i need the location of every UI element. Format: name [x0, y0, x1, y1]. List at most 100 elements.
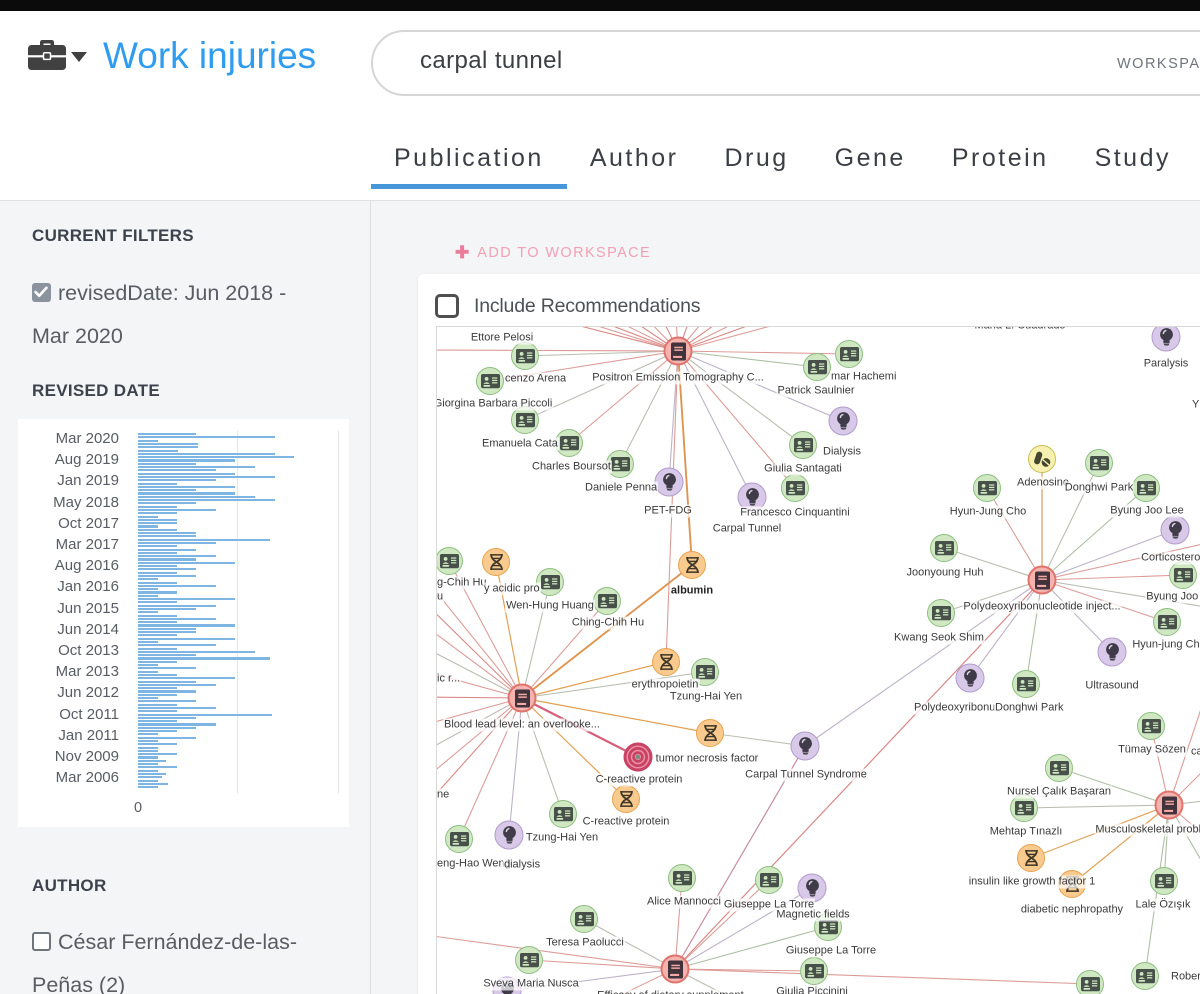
graph-node-author[interactable] — [1045, 754, 1073, 782]
graph-node-gene[interactable] — [678, 551, 706, 579]
filter-checkbox-checked[interactable] — [32, 283, 51, 302]
graph-node-author[interactable] — [511, 406, 539, 434]
histogram-bar — [138, 581, 177, 584]
tab-drug[interactable]: Drug — [724, 144, 789, 172]
histogram-bar — [138, 541, 216, 545]
graph-node-gene[interactable] — [482, 548, 510, 576]
graph-node-concept[interactable] — [494, 820, 524, 850]
graph-node-pub[interactable] — [507, 683, 537, 713]
graph-edge — [1023, 804, 1170, 809]
workspace-scope-label[interactable]: WORKSPACE — [1117, 56, 1200, 72]
graph-node-gene[interactable] — [1017, 844, 1045, 872]
search-input[interactable] — [420, 47, 1020, 75]
graph-node-author[interactable] — [755, 866, 783, 894]
graph-node-concept[interactable] — [1151, 327, 1181, 352]
histogram-bar — [138, 736, 196, 739]
histogram-bar — [138, 528, 177, 531]
revised-date-histogram[interactable]: 0 Mar 2020 Aug 2019 Jan 2019 May 2018 Oct 20… — [18, 419, 349, 827]
graph-node-concept[interactable] — [654, 467, 684, 497]
add-to-workspace-button[interactable]: ✚ ADD TO WORKSPACE — [455, 243, 651, 263]
workspace-title[interactable]: Work injuries — [103, 35, 317, 76]
histogram-bar — [138, 697, 158, 700]
address-card-icon — [480, 373, 500, 388]
graph-node-label: Ultrasound — [1084, 679, 1140, 693]
graph-node-concept[interactable] — [828, 406, 858, 436]
graph-node-author[interactable] — [445, 825, 473, 853]
active-filter-item[interactable]: revisedDate: Jun 2018 - Mar 2020 — [32, 272, 324, 358]
graph-node-author[interactable] — [511, 342, 539, 370]
graph-node-author[interactable] — [1132, 474, 1160, 502]
graph-node-concept[interactable] — [790, 731, 820, 761]
graph-node-gene[interactable] — [652, 648, 680, 676]
histogram-tick-label: Oct 2017 — [58, 514, 119, 532]
graph-node-author[interactable] — [549, 800, 577, 828]
tab-protein[interactable]: Protein — [951, 144, 1049, 172]
graph-node-gene[interactable] — [696, 719, 724, 747]
histogram-bar — [138, 561, 235, 564]
graph-node-gene[interactable] — [612, 785, 640, 813]
histogram-tick-label: Jan 2019 — [57, 472, 119, 490]
graph-node-pub[interactable] — [1154, 790, 1184, 820]
graph-node-label: Lale Özışık — [1134, 898, 1192, 912]
book-icon — [667, 960, 683, 978]
graph-node-author[interactable] — [835, 340, 863, 368]
graph-node-label: Maria L. Cuadrado — [973, 327, 1067, 333]
graph-node-pub[interactable] — [1027, 565, 1057, 595]
graph-edge — [528, 959, 676, 970]
graph-node-pub[interactable] — [660, 954, 690, 984]
graph-node-author[interactable] — [1085, 449, 1113, 477]
briefcase-icon[interactable] — [28, 38, 66, 70]
graph-node-author[interactable] — [437, 547, 463, 575]
graph-node-author[interactable] — [515, 946, 543, 974]
knowledge-graph-canvas[interactable]: Ettore Pelosi cenzo Arena Giorgina Barbara… — [436, 326, 1200, 994]
histogram-bar — [138, 680, 196, 683]
author-checkbox-unchecked[interactable] — [32, 932, 51, 951]
graph-node-author[interactable] — [570, 905, 598, 933]
tab-study[interactable]: Study — [1094, 144, 1171, 172]
histogram-bar — [138, 466, 255, 469]
graph-node-author[interactable] — [1169, 561, 1197, 589]
graph-node-author[interactable] — [1076, 970, 1104, 994]
graph-node-author[interactable] — [593, 587, 621, 615]
graph-node-author[interactable] — [789, 431, 817, 459]
graph-node-author[interactable] — [1012, 670, 1040, 698]
address-card-icon — [818, 919, 838, 934]
graph-node-label: Emanuela Cata — [481, 437, 559, 451]
histogram-bar — [138, 677, 235, 680]
graph-node-label: Tümay Sözen — [1117, 743, 1187, 757]
author-filter-label: César Fernández-de-las-Peñas (2) — [32, 930, 297, 994]
graph-node-concept[interactable] — [797, 873, 827, 903]
graph-node-author[interactable] — [668, 864, 696, 892]
histogram-bar — [138, 690, 196, 693]
graph-node-author[interactable] — [781, 474, 809, 502]
tab-publication[interactable]: Publication — [371, 133, 567, 189]
graph-node-author[interactable] — [973, 474, 1001, 502]
graph-node-author[interactable] — [1150, 867, 1178, 895]
graph-node-target[interactable] — [623, 742, 653, 772]
graph-node-label: Giuseppe La Torre — [722, 898, 816, 912]
histogram-bar — [138, 502, 196, 505]
graph-node-author[interactable] — [555, 429, 583, 457]
address-card-icon — [574, 911, 594, 926]
graph-node-author[interactable] — [800, 957, 828, 985]
graph-node-author[interactable] — [927, 599, 955, 627]
graph-edge — [674, 879, 770, 970]
graph-node-author[interactable] — [803, 353, 831, 381]
graph-node-concept[interactable] — [1160, 515, 1190, 545]
author-filter-item[interactable]: César Fernández-de-las-Peñas (2) — [32, 921, 324, 994]
graph-node-author[interactable] — [476, 367, 504, 395]
graph-node-author[interactable] — [930, 534, 958, 562]
graph-node-author[interactable] — [1137, 712, 1165, 740]
graph-node-concept[interactable] — [955, 663, 985, 693]
graph-node-author[interactable] — [1153, 608, 1181, 636]
graph-node-author[interactable] — [1131, 962, 1159, 990]
include-recommendations-checkbox[interactable] — [435, 294, 459, 318]
tab-gene[interactable]: Gene — [834, 144, 906, 172]
graph-node-pub[interactable] — [663, 336, 693, 366]
tab-author[interactable]: Author — [589, 144, 679, 172]
graph-node-author[interactable] — [1010, 794, 1038, 822]
graph-node-author[interactable] — [536, 568, 564, 596]
graph-node-concept[interactable] — [1097, 637, 1127, 667]
graph-node-drug[interactable] — [1028, 445, 1056, 473]
caret-down-icon[interactable] — [71, 52, 87, 62]
